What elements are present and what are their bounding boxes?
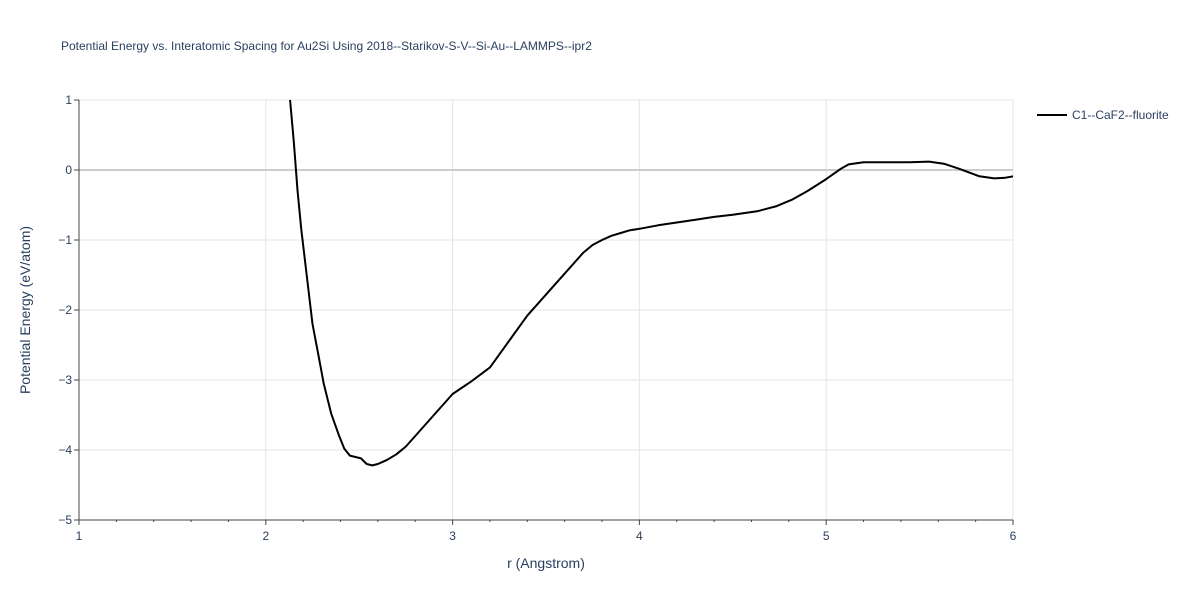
y-tick-label: 1 xyxy=(65,93,72,107)
x-tick-label: 5 xyxy=(823,529,830,543)
y-tick-label: −3 xyxy=(58,373,72,387)
y-tick-label: −1 xyxy=(58,233,72,247)
y-tick-label: −5 xyxy=(58,513,72,527)
tick-labels: 1 2 3 4 5 6 −5 −4 −3 −2 −1 0 1 xyxy=(58,93,1016,543)
x-tick-label: 3 xyxy=(449,529,456,543)
chart-title: Potential Energy vs. Interatomic Spacing… xyxy=(61,39,592,53)
y-axis-title: Potential Energy (eV/atom) xyxy=(17,226,33,394)
y-tick-label: 0 xyxy=(65,163,72,177)
x-tick-label: 1 xyxy=(76,529,83,543)
legend[interactable]: C1--CaF2--fluorite xyxy=(1037,108,1169,122)
x-axis-title: r (Angstrom) xyxy=(507,555,585,571)
x-tick-label: 2 xyxy=(262,529,269,543)
x-tick-label: 4 xyxy=(636,529,643,543)
x-tick-label: 6 xyxy=(1010,529,1017,543)
plot-area xyxy=(289,99,1013,467)
legend-label: C1--CaF2--fluorite xyxy=(1072,108,1169,122)
axes xyxy=(74,99,1014,525)
grid xyxy=(79,99,1014,520)
y-tick-label: −2 xyxy=(58,303,72,317)
series-line xyxy=(289,99,1013,467)
y-tick-label: −4 xyxy=(58,443,72,457)
